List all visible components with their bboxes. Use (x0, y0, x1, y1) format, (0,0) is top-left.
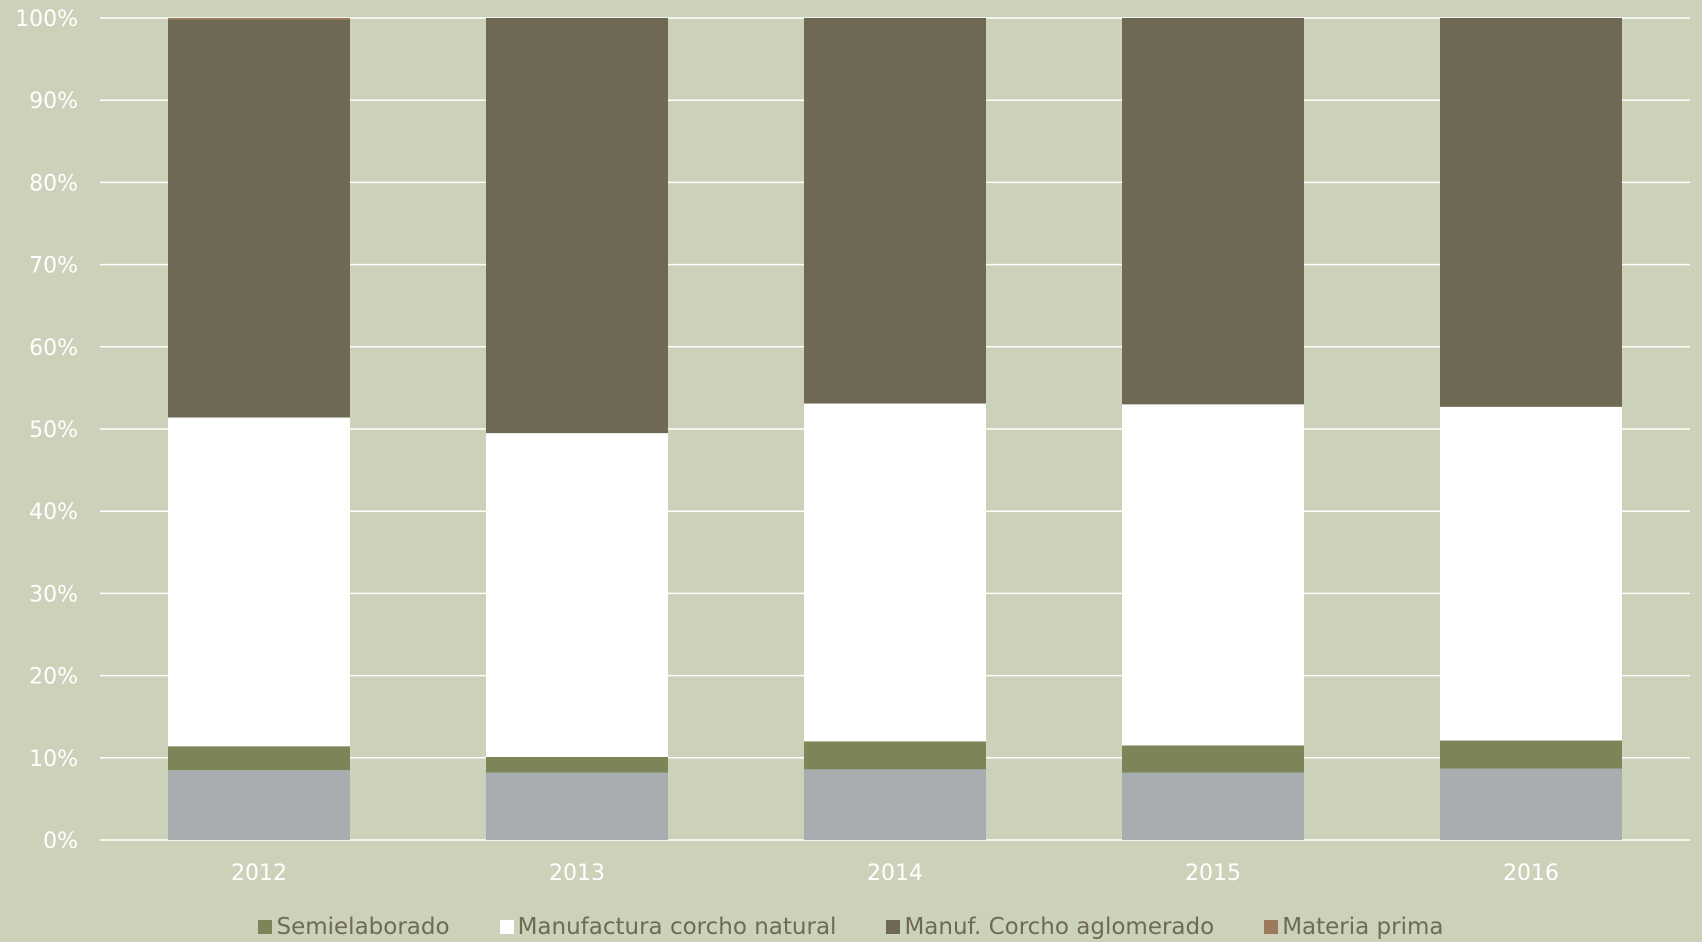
legend-swatch (499, 920, 514, 934)
bar-segment-0-2 (168, 417, 350, 747)
y-tick-label: 40% (29, 500, 78, 525)
y-tick-label: 100% (15, 7, 78, 32)
x-tick-label: 2013 (549, 861, 605, 886)
bar-segment-3-2 (1122, 404, 1304, 746)
y-tick-label: 10% (29, 747, 78, 772)
y-tick-label: 70% (29, 254, 78, 279)
bar-segment-1-3 (486, 18, 668, 434)
legend-item: Manufactura corcho natural (499, 914, 837, 940)
y-tick-label: 0% (43, 829, 78, 854)
bar-segment-3-3 (1122, 18, 1304, 405)
bar-segment-0-0 (168, 770, 350, 840)
bar-segment-4-2 (1440, 406, 1622, 741)
bar-segment-4-3 (1440, 18, 1622, 407)
x-tick-label: 2016 (1503, 861, 1559, 886)
bar-segment-2-2 (804, 403, 986, 742)
legend-swatch (1264, 920, 1279, 934)
bar-segment-0-4 (168, 18, 350, 20)
bar-segment-4-1 (1440, 740, 1622, 769)
legend-swatch (258, 920, 273, 934)
legend-label: Manufactura corcho natural (517, 914, 837, 940)
bar-segment-1-1 (486, 756, 668, 773)
bar-segment-3-0 (1122, 772, 1304, 840)
legend-item: Materia prima (1264, 914, 1444, 940)
x-tick-label: 2012 (231, 861, 287, 886)
y-tick-label: 60% (29, 336, 78, 361)
bar-segment-2-3 (804, 18, 986, 404)
bar-segment-2-1 (804, 741, 986, 770)
bar-segment-0-1 (168, 746, 350, 771)
legend-label: Materia prima (1282, 914, 1444, 940)
legend-item: Semielaborado (258, 914, 450, 940)
y-tick-label: 30% (29, 582, 78, 607)
chart-plot: 0% 10% 20% 30% 40% 50% 60% 70% 80% 90% 100% 2012 201… (15, 7, 1690, 886)
legend-item: Manuf. Corcho aglomerado (886, 914, 1214, 940)
y-tick-label: 20% (29, 665, 78, 690)
legend-swatch (886, 920, 901, 934)
bar-segment-1-2 (486, 433, 668, 757)
bar-segment-3-1 (1122, 745, 1304, 773)
y-tick-label: 50% (29, 418, 78, 443)
y-tick-label: 80% (29, 171, 78, 196)
bar-segment-1-0 (486, 772, 668, 840)
chart-legend: Semielaborado Manufactura corcho natural M… (0, 912, 1702, 942)
x-tick-label: 2014 (867, 861, 923, 886)
bar-segment-2-0 (804, 769, 986, 840)
legend-label: Manuf. Corcho aglomerado (904, 914, 1215, 940)
bar-segment-4-0 (1440, 768, 1622, 840)
y-tick-label: 90% (29, 89, 78, 114)
x-tick-label: 2015 (1185, 861, 1241, 886)
legend-label: Semielaborado (276, 914, 450, 940)
bar-segment-0-3 (168, 19, 350, 418)
